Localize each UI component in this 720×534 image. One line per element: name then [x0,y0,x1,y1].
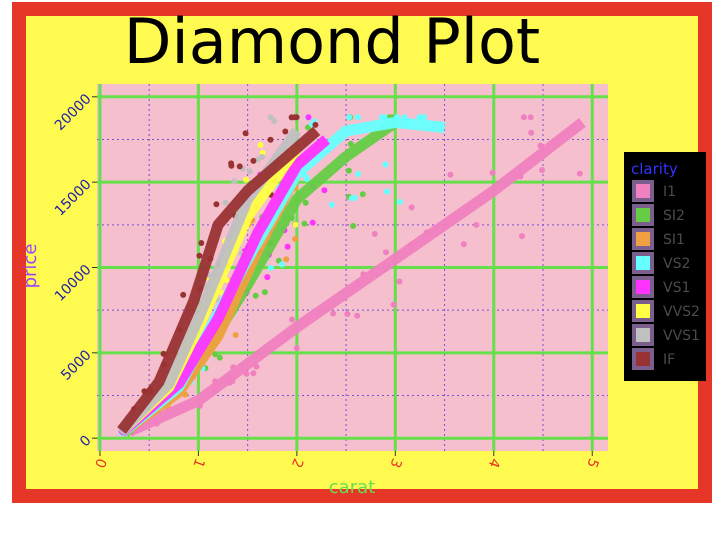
data-point [489,169,496,176]
chart-title: Diamond Plot [124,5,541,78]
legend-key-swatch [636,208,650,222]
data-point [371,231,378,237]
data-point [271,118,278,125]
data-point [292,221,299,228]
data-point [289,316,295,323]
data-point [447,171,454,178]
legend-key-swatch [636,256,650,270]
data-point [328,201,335,208]
data-point [180,291,187,298]
data-point [519,233,525,240]
data-point [246,168,253,175]
data-point [278,261,285,268]
legend-label: I1 [663,184,676,200]
data-point [576,170,583,177]
legend-label: VVS1 [663,328,700,344]
data-point [473,221,480,228]
legend-label: VS2 [663,256,690,272]
legend-label: IF [663,352,675,368]
data-point [257,142,264,148]
data-point [305,114,312,121]
legend-key-swatch [636,304,650,318]
data-point [351,194,358,201]
data-point [359,191,366,198]
data-point [346,114,353,121]
data-point [236,163,243,170]
legend-items: I1 SI2 SI1 VS2 VS1 VVS2 VVS1 IF [632,180,700,370]
legend-label: VS1 [663,280,690,296]
trend-lines [117,116,586,438]
data-point [250,157,257,164]
data-point [344,311,351,317]
x-axis-label: carat [329,477,375,498]
data-point [198,240,205,246]
legend: clarity I1 SI2 SI1 VS2 VS1 VVS2 VVS1 IF [624,152,706,381]
data-point [539,167,545,173]
data-point [242,130,249,137]
data-point [212,351,219,358]
data-point [301,220,308,227]
legend-label: SI1 [663,232,685,248]
data-point [196,252,203,259]
legend-key-swatch [636,280,650,294]
data-point [232,332,239,338]
legend-key-swatch [636,352,650,366]
data-point [330,310,337,317]
data-point [347,140,354,147]
trend-line [127,118,586,437]
legend-key-swatch [636,328,650,342]
data-point [291,114,298,121]
y-axis-label: price [20,244,41,289]
data-point [304,176,310,183]
data-point [213,201,220,208]
legend-label: SI2 [663,208,685,224]
data-point [261,289,268,296]
data-point [252,292,259,299]
legend-key-swatch [636,184,650,198]
data-point [250,370,257,377]
data-point [354,114,361,121]
data-point [355,171,362,177]
data-point [354,312,361,319]
data-point [312,121,319,128]
data-point [309,219,316,226]
data-point [520,114,527,121]
data-point [408,204,415,211]
data-point [282,128,289,135]
data-point [243,176,249,183]
data-point [527,114,534,121]
data-point [383,249,389,256]
data-point [292,236,299,242]
data-point [528,129,535,136]
data-point [396,198,403,205]
data-point [321,187,328,194]
data-point [267,264,274,271]
data-point [283,256,290,263]
data-point [350,223,357,229]
data-point [460,241,467,248]
data-point [420,114,426,121]
data-point [267,136,274,143]
legend-title: clarity [631,160,678,178]
data-point [302,199,309,206]
legend-label: VVS2 [663,304,700,320]
data-point [216,354,223,361]
data-point [293,345,300,352]
data-point [345,167,352,174]
data-point [396,278,403,285]
data-point [264,274,271,281]
data-point [228,160,235,167]
legend-key-swatch [636,232,650,246]
trend-line [117,126,321,434]
data-point [382,161,389,168]
data-point [259,154,266,160]
data-point [384,188,390,195]
data-point [231,178,238,185]
data-point [390,301,397,308]
data-point [379,114,385,121]
data-point [284,243,291,250]
data-point [222,199,229,206]
